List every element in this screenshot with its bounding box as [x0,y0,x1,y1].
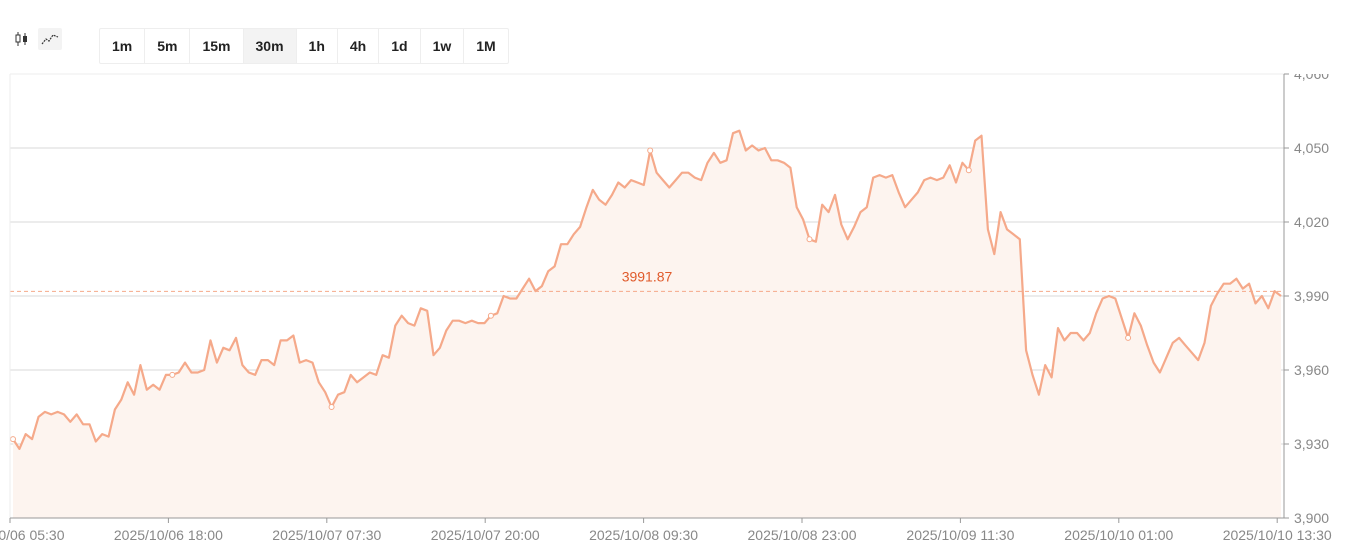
x-axis-ticks: 2025/10/06 05:30 2025/10/06 18:00 2025/10/… [0,518,1332,543]
data-point-marker [647,147,654,154]
y-tick-label: 3,990 [1294,288,1329,304]
data-point-marker [169,371,176,378]
x-tick-label: 2025/10/07 20:00 [431,527,540,543]
y-tick-label: 4,020 [1294,214,1329,230]
interval-selector: 1m 5m 15m 30m 1h 4h 1d 1w 1M [99,28,509,64]
x-tick-label: 2025/10/10 13:30 [1223,527,1332,543]
y-tick-label: 3,960 [1294,362,1329,378]
data-point-marker [487,312,494,319]
y-tick-label: 4,050 [1294,140,1329,156]
x-tick-label: 2025/10/08 23:00 [748,527,857,543]
price-line [12,129,1282,450]
interval-1M-button[interactable]: 1M [476,38,496,54]
y-tick-label-top: 4,060 [1294,66,1329,82]
interval-15m-button[interactable]: 15m [190,29,244,63]
interval-1m-button[interactable]: 1m [100,29,146,63]
line-chart-icon[interactable] [38,28,62,50]
data-point-marker [1125,334,1132,341]
data-point-marker [806,236,813,243]
interval-30m-button[interactable]: 30m [243,29,297,63]
price-area-fill [13,130,1281,518]
x-tick-label: 2025/10/08 09:30 [589,527,698,543]
interval-5m-button[interactable]: 5m [145,29,191,63]
x-tick-label: 2025/10/06 18:00 [114,527,223,543]
y-tick-label: 3,900 [1294,510,1329,526]
x-tick-label: 2025/10/07 07:30 [272,527,381,543]
data-point-marker [328,404,335,410]
candlestick-icon[interactable] [10,28,34,50]
interval-4h-button[interactable]: 4h [338,29,380,63]
data-point-marker [965,167,972,174]
data-point-marker [10,436,16,443]
data-points [10,147,1132,443]
interval-1d-button[interactable]: 1d [379,29,421,63]
interval-1h-button[interactable]: 1h [297,29,338,63]
x-tick-label: 2025/10/10 01:00 [1064,527,1173,543]
y-tick-label: 3,930 [1294,436,1329,452]
y-axis-ticks: 3,900 3,930 3,960 3,990 4,020 4,050 4,060 [1284,66,1329,526]
reference-price-label: 3991.87 [622,268,673,284]
x-tick-label: 2025/10/06 05:30 [0,527,65,543]
x-tick-label: 2025/10/09 11:30 [906,527,1014,543]
interval-1w-button[interactable]: 1w [421,29,465,63]
chart-type-toggle [10,28,62,50]
